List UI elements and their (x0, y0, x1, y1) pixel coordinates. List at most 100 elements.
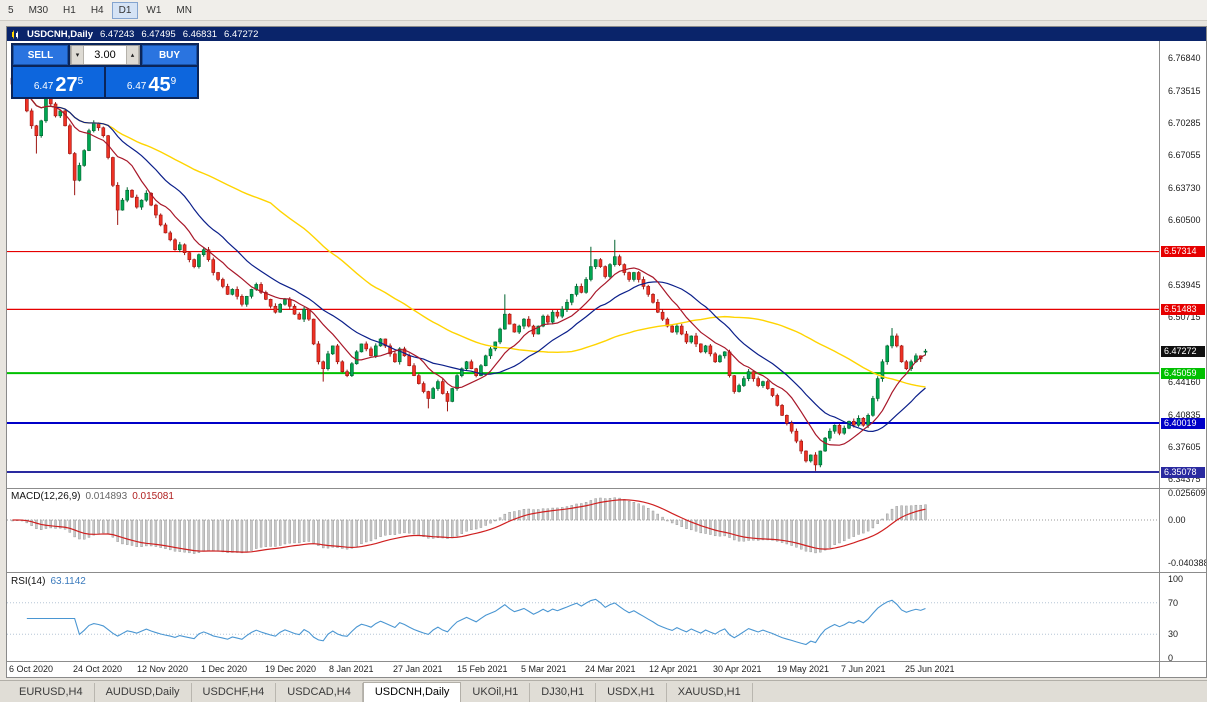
date-axis-label: 8 Jan 2021 (329, 664, 374, 674)
timeframe-button-h4[interactable]: H4 (84, 2, 111, 19)
price-axis-label: 6.76840 (1168, 52, 1201, 63)
date-axis-label: 7 Jun 2021 (841, 664, 886, 674)
macd-value-signal: 0.015081 (132, 491, 174, 502)
macd-axis-label: 0.025609 (1168, 487, 1206, 498)
tab-usdx-h1[interactable]: USDX,H1 (596, 683, 667, 702)
date-axis: 6 Oct 2020 24 Oct 2020 12 Nov 2020 1 Dec 20… (7, 661, 1159, 677)
ma-fast-line (12, 81, 926, 446)
timeframe-button-h1[interactable]: H1 (56, 2, 83, 19)
timeframe-toolbar: 5 M30 H1 H4 D1 W1 MN (0, 0, 1207, 21)
date-axis-label: 24 Oct 2020 (73, 664, 123, 674)
price-axis: 6.76840 6.73515 6.70285 6.67055 6.63730 6.605… (1160, 27, 1206, 677)
date-axis-label: 12 Apr 2021 (649, 664, 698, 674)
pane-separator (7, 661, 1206, 662)
tab-usdchf-h4[interactable]: USDCHF,H4 (192, 683, 277, 702)
rsi-line (26, 598, 926, 646)
macd-axis-label: 0.00 (1168, 515, 1186, 525)
sell-price-pipette: 5 (77, 76, 84, 87)
rsi-axis-label: 100 (1168, 574, 1184, 584)
buy-price-big: 45 (148, 74, 171, 96)
level-price-badge: 6.35078 (1161, 466, 1205, 478)
sell-price-big: 27 (55, 74, 78, 96)
lot-size-field: ▾ 3.00 ▴ (70, 45, 140, 65)
tab-eurusd-h4[interactable]: EURUSD,H4 (8, 683, 95, 702)
timeframe-button-mn[interactable]: MN (169, 2, 199, 19)
date-axis-label: 6 Oct 2020 (9, 664, 54, 674)
rsi-value: 63.1142 (50, 576, 86, 587)
date-axis-label: 27 Jan 2021 (393, 664, 443, 674)
date-axis-label: 12 Nov 2020 (137, 664, 189, 674)
timeframe-button-m30[interactable]: M30 (22, 2, 55, 19)
one-click-trading-panel: SELL ▾ 3.00 ▴ BUY 6.47 27 5 6.47 45 9 (11, 43, 199, 99)
chart-tab-bar: EURUSD,H4 AUDUSD,Daily USDCHF,H4 USDCAD,H4 U… (0, 680, 1207, 702)
date-axis-label: 25 Jun 2021 (905, 664, 955, 674)
macd-indicator-label: MACD(12,26,9) 0.014893 0.015081 (11, 491, 174, 502)
macd-value-main: 0.014893 (85, 491, 128, 502)
chart-plot-area[interactable] (7, 27, 1159, 677)
date-axis-label: 19 Dec 2020 (265, 664, 317, 674)
date-axis-label: 24 Mar 2021 (585, 664, 636, 674)
level-price-badge: 6.57314 (1161, 246, 1205, 258)
date-axis-label: 30 Apr 2021 (713, 664, 762, 674)
pane-separator[interactable] (7, 572, 1206, 573)
price-pane-canvas (7, 77, 1159, 474)
sell-price-prefix: 6.47 (33, 81, 54, 92)
price-axis-label: 6.60500 (1168, 214, 1201, 225)
rsi-axis-label: 30 (1168, 629, 1179, 640)
timeframe-button-5[interactable]: 5 (1, 2, 21, 19)
date-axis-label: 15 Feb 2021 (457, 664, 508, 674)
price-axis-label: 6.37605 (1168, 441, 1201, 452)
lot-size-value[interactable]: 3.00 (94, 49, 116, 61)
lot-decrease-icon[interactable]: ▾ (71, 46, 84, 64)
sell-price-tile[interactable]: 6.47 27 5 (13, 67, 104, 97)
macd-signal-line (12, 499, 926, 553)
tab-usdcad-h4[interactable]: USDCAD,H4 (276, 683, 363, 702)
level-price-badge: 6.45059 (1161, 367, 1205, 379)
timeframe-button-w1[interactable]: W1 (139, 2, 168, 19)
candles-layer (10, 77, 928, 471)
price-axis-border (1159, 41, 1160, 677)
sell-button[interactable]: SELL (13, 45, 68, 65)
buy-price-pipette: 9 (170, 76, 177, 87)
macd-name: MACD(12,26,9) (11, 491, 81, 502)
chart-window: USDCNH,Daily 6.47243 6.47495 6.46831 6.4… (6, 26, 1207, 678)
chart-icon (12, 30, 18, 38)
chart-title-bar: USDCNH,Daily 6.47243 6.47495 6.46831 6.4… (7, 27, 1206, 41)
ohlc-low: 6.46831 (182, 28, 218, 40)
lot-increase-icon[interactable]: ▴ (126, 46, 139, 64)
pane-separator[interactable] (7, 488, 1206, 489)
level-price-badge: 6.40019 (1161, 417, 1205, 429)
price-axis-label: 6.70285 (1168, 117, 1201, 128)
ohlc-open: 6.47243 (100, 28, 135, 40)
ohlc-high: 6.47495 (141, 28, 176, 40)
date-axis-label: 5 Mar 2021 (521, 664, 567, 674)
macd-axis-label: -0.040388 (1168, 557, 1207, 568)
buy-price-prefix: 6.47 (126, 81, 147, 92)
price-axis-label: 6.40835 (1168, 409, 1201, 420)
rsi-pane-canvas (7, 598, 1159, 646)
rsi-axis-label: 70 (1168, 597, 1179, 608)
tab-ukoil-h1[interactable]: UKOil,H1 (461, 683, 531, 702)
timeframe-button-d1[interactable]: D1 (111, 1, 139, 19)
buy-price-tile[interactable]: 6.47 45 9 (106, 67, 197, 97)
tab-xauusd-h1[interactable]: XAUUSD,H1 (667, 683, 753, 702)
tab-dj30-h1[interactable]: DJ30,H1 (530, 683, 597, 702)
date-axis-label: 1 Dec 2020 (201, 664, 248, 674)
ma-mid-line (12, 81, 926, 432)
price-axis-label: 6.53945 (1168, 279, 1201, 290)
tab-audusd-daily[interactable]: AUDUSD,Daily (95, 683, 192, 702)
ohlc-close: 6.47272 (224, 28, 259, 40)
tab-usdcnh-daily[interactable]: USDCNH,Daily (362, 682, 462, 702)
buy-button[interactable]: BUY (142, 45, 197, 65)
level-lines-layer (7, 250, 1159, 474)
macd-histogram (11, 497, 927, 554)
price-axis-label: 6.63730 (1168, 182, 1201, 193)
rsi-indicator-label: RSI(14) 63.1142 (11, 576, 86, 587)
chart-symbol-title: USDCNH,Daily (27, 28, 93, 40)
price-axis-label: 6.34375 (1168, 474, 1201, 485)
date-axis-label: 19 May 2021 (777, 664, 830, 674)
current-price-badge: 6.47272 (1161, 345, 1205, 357)
price-axis-label: 6.67055 (1168, 149, 1201, 160)
ma-slow-line (12, 81, 926, 388)
